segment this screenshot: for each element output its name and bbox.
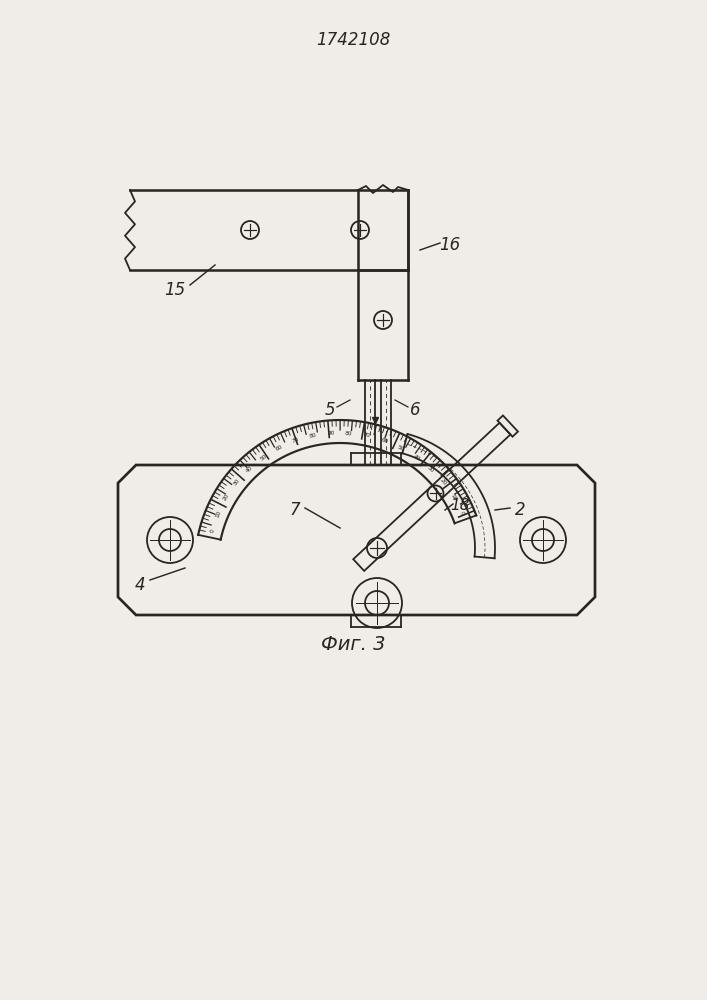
Text: 60: 60: [380, 437, 389, 444]
Text: 5: 5: [325, 401, 335, 419]
Text: 0: 0: [458, 511, 464, 516]
Text: 50: 50: [259, 453, 268, 462]
Text: 40: 40: [245, 465, 254, 474]
Text: 50: 50: [397, 444, 406, 452]
Text: 90: 90: [327, 431, 334, 436]
Text: 30: 30: [233, 478, 241, 487]
Text: 1742108: 1742108: [316, 31, 390, 49]
Text: 10: 10: [449, 493, 457, 502]
Text: 20: 20: [438, 478, 448, 487]
Text: 80: 80: [309, 433, 317, 439]
Text: 0: 0: [209, 528, 216, 533]
Text: 10: 10: [215, 509, 222, 518]
Text: 16: 16: [439, 236, 461, 254]
Text: Фиг. 3: Фиг. 3: [321, 636, 385, 654]
Text: 2: 2: [515, 501, 525, 519]
Text: 40: 40: [412, 453, 421, 462]
Text: 80: 80: [345, 431, 353, 436]
Text: 60: 60: [274, 444, 283, 452]
Text: 6: 6: [409, 401, 421, 419]
Text: 70: 70: [291, 437, 300, 444]
Text: 20: 20: [223, 493, 230, 502]
Text: 18: 18: [450, 497, 469, 512]
Text: 4: 4: [135, 576, 146, 594]
Text: 70: 70: [363, 433, 371, 439]
Text: 7: 7: [290, 501, 300, 519]
Text: 15: 15: [164, 281, 186, 299]
Text: 30: 30: [426, 465, 435, 473]
